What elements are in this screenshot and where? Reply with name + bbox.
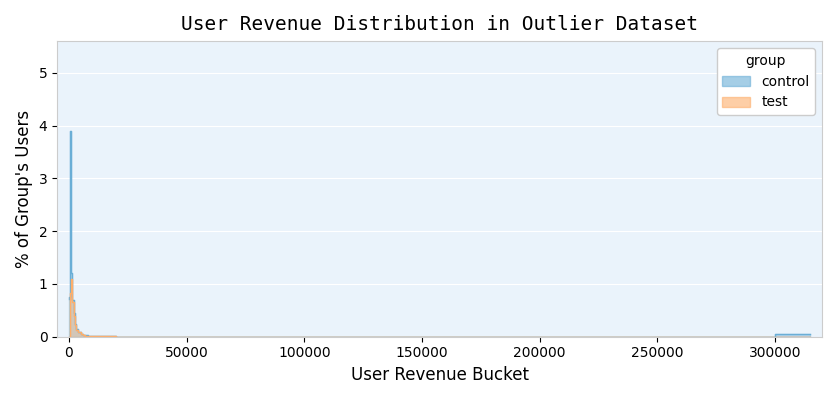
Y-axis label: % of Group's Users: % of Group's Users	[15, 110, 33, 268]
X-axis label: User Revenue Bucket: User Revenue Bucket	[350, 366, 528, 384]
Legend: control, test: control, test	[716, 48, 814, 115]
Title: User Revenue Distribution in Outlier Dataset: User Revenue Distribution in Outlier Dat…	[181, 15, 697, 34]
